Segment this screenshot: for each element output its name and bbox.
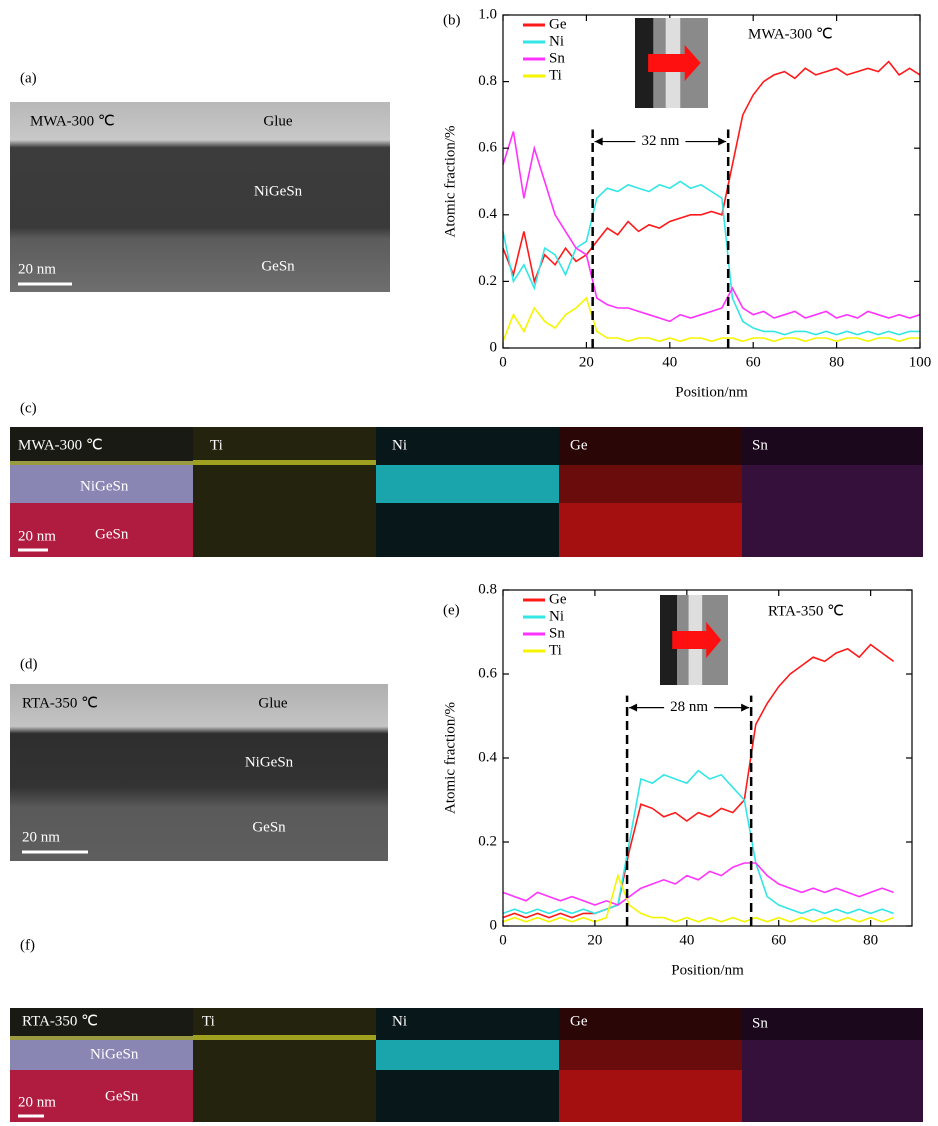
eds-maps bbox=[10, 1008, 923, 1122]
image-label: GeSn bbox=[105, 1088, 139, 1104]
y-tick-label: 0.6 bbox=[478, 140, 497, 156]
map-label: Ni bbox=[392, 1013, 407, 1029]
legend-label: Ge bbox=[549, 16, 567, 32]
x-axis-label: Position/nm bbox=[671, 962, 744, 978]
image-label: GeSn bbox=[261, 258, 295, 274]
image-label: RTA-350 ℃ bbox=[22, 695, 98, 711]
x-tick-label: 60 bbox=[771, 932, 786, 948]
y-tick-label: 0 bbox=[490, 917, 498, 933]
legend-label: Ge bbox=[549, 591, 567, 607]
x-tick-label: 20 bbox=[587, 932, 602, 948]
image-label: NiGeSn bbox=[80, 478, 129, 494]
data-line bbox=[502, 643, 895, 919]
y-tick-label: 0.2 bbox=[478, 273, 497, 289]
data-line bbox=[502, 60, 921, 285]
x-tick-label: 0 bbox=[499, 354, 507, 370]
x-tick-label: 80 bbox=[863, 932, 878, 948]
map-label: Ni bbox=[392, 437, 407, 453]
y-tick-label: 0.8 bbox=[478, 581, 497, 597]
x-axis-label: Position/nm bbox=[675, 384, 748, 400]
map-label: Ge bbox=[570, 1013, 588, 1029]
panel-label: (b) bbox=[443, 12, 461, 28]
eds-maps bbox=[10, 427, 923, 557]
y-tick-label: 0.4 bbox=[478, 206, 497, 222]
panel-label: (a) bbox=[20, 70, 37, 86]
panel-label: (e) bbox=[443, 602, 460, 618]
inset-arrow bbox=[672, 622, 722, 658]
legend-label: Ni bbox=[549, 608, 564, 624]
image-label: NiGeSn bbox=[90, 1046, 139, 1062]
panel-label: (f) bbox=[20, 937, 35, 953]
annotation: 32 nm bbox=[641, 133, 679, 149]
image-label: Glue bbox=[258, 695, 288, 711]
map-label: Ti bbox=[210, 437, 223, 453]
tem-image bbox=[10, 684, 388, 861]
y-tick-label: 0.8 bbox=[478, 73, 497, 89]
data-line bbox=[502, 862, 894, 906]
x-tick-label: 40 bbox=[679, 932, 694, 948]
map-label: MWA-300 ℃ bbox=[18, 437, 103, 453]
legend-label: Sn bbox=[549, 50, 565, 66]
map-label: Ge bbox=[570, 437, 588, 453]
y-tick-label: 1.0 bbox=[478, 6, 497, 22]
annotation-bg bbox=[635, 132, 686, 151]
y-tick-label: 0.4 bbox=[478, 749, 497, 765]
annotation-bg bbox=[664, 698, 715, 717]
inset-image bbox=[660, 595, 677, 685]
x-tick-label: 40 bbox=[662, 354, 677, 370]
scale-label: 20 nm bbox=[18, 1094, 56, 1110]
scale-label: 20 nm bbox=[18, 261, 56, 277]
x-tick-label: 60 bbox=[746, 354, 761, 370]
scale-label: 20 nm bbox=[22, 829, 60, 845]
image-label: NiGeSn bbox=[245, 754, 294, 770]
image-label: MWA-300 ℃ bbox=[30, 113, 115, 129]
y-axis-label: Atomic fraction/% bbox=[442, 125, 458, 237]
map-label: RTA-350 ℃ bbox=[22, 1013, 98, 1029]
x-tick-label: 80 bbox=[829, 354, 844, 370]
legend-label: Sn bbox=[549, 625, 565, 641]
legend-label: Ni bbox=[549, 33, 564, 49]
image-label: GeSn bbox=[252, 819, 286, 835]
panel-label: (d) bbox=[20, 656, 38, 672]
legend-label: Ti bbox=[549, 642, 562, 658]
x-tick-label: 20 bbox=[579, 354, 594, 370]
inset-arrow bbox=[648, 45, 701, 81]
tem-image bbox=[10, 102, 390, 292]
data-line bbox=[502, 296, 920, 343]
y-axis-label: Atomic fraction/% bbox=[442, 702, 458, 814]
y-tick-label: 0.2 bbox=[478, 833, 497, 849]
panel-label: (c) bbox=[20, 400, 37, 416]
inset-title: RTA-350 ℃ bbox=[768, 603, 844, 619]
image-label: GeSn bbox=[95, 526, 129, 542]
image-label: Glue bbox=[263, 113, 293, 129]
plot-frame bbox=[502, 14, 921, 349]
annotation: 28 nm bbox=[670, 699, 708, 715]
x-tick-label: 0 bbox=[499, 932, 507, 948]
y-tick-label: 0.6 bbox=[478, 665, 497, 681]
inset-title: MWA-300 ℃ bbox=[748, 26, 833, 42]
data-line bbox=[502, 873, 894, 923]
y-tick-label: 0 bbox=[490, 339, 498, 355]
data-line bbox=[502, 769, 894, 915]
map-label: Sn bbox=[752, 1015, 768, 1031]
inset-image bbox=[635, 18, 654, 108]
x-tick-label: 100 bbox=[909, 354, 932, 370]
image-label: NiGeSn bbox=[254, 183, 303, 199]
legend-label: Ti bbox=[549, 67, 562, 83]
map-label: Sn bbox=[752, 437, 768, 453]
data-line bbox=[502, 131, 921, 323]
map-label: Ti bbox=[202, 1013, 215, 1029]
data-line bbox=[502, 180, 920, 336]
scale-label: 20 nm bbox=[18, 528, 56, 544]
